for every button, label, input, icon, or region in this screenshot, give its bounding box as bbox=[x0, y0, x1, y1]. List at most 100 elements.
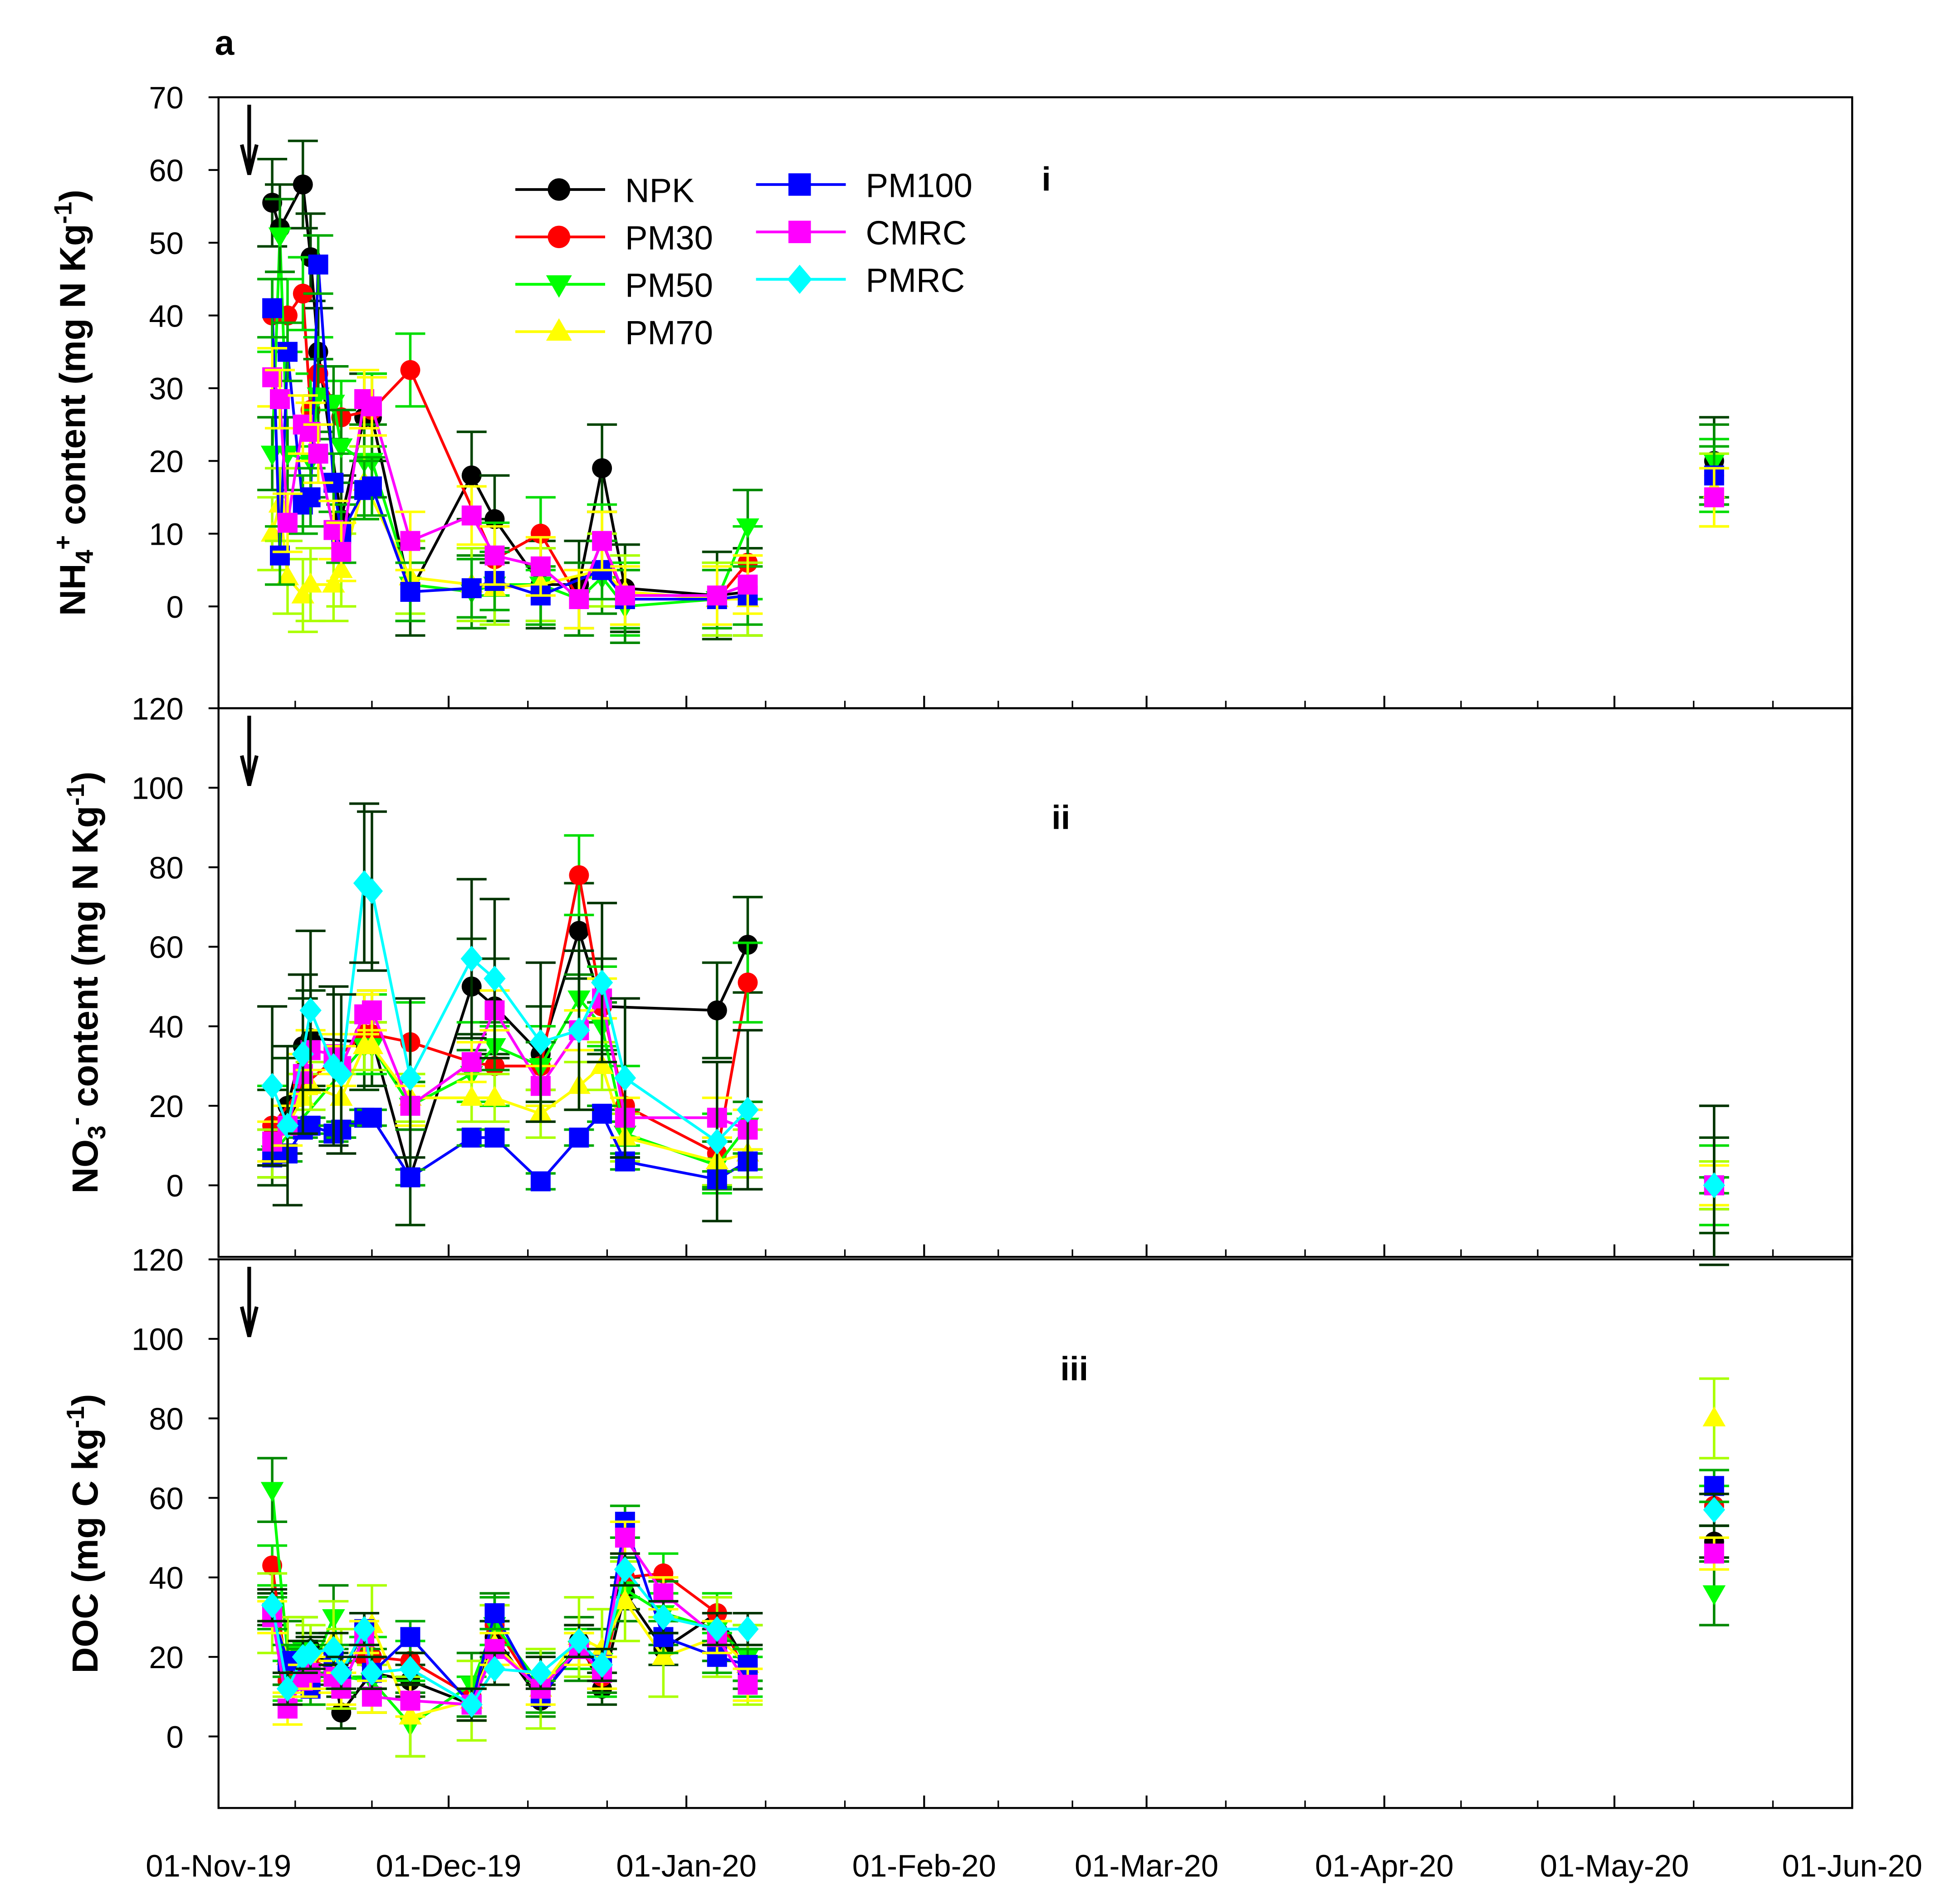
y-tick-label: 80 bbox=[149, 850, 183, 885]
data-point-pm70 bbox=[276, 565, 299, 586]
series-pm50 bbox=[257, 198, 1729, 644]
legend-label: PMRC bbox=[866, 261, 965, 299]
y-label-a: NH bbox=[53, 564, 93, 616]
data-point-pm50 bbox=[260, 1482, 284, 1502]
data-point-pm70 bbox=[1702, 1406, 1726, 1426]
data-point-pmrc bbox=[460, 1691, 483, 1718]
data-point-pm100 bbox=[484, 1128, 505, 1148]
series-npk bbox=[257, 139, 1729, 640]
data-point-pm30 bbox=[530, 523, 551, 544]
data-point-pm70 bbox=[483, 1086, 506, 1106]
data-point-cmrc bbox=[362, 396, 382, 416]
data-point-pm100 bbox=[400, 1167, 420, 1187]
data-point-pm70 bbox=[460, 1086, 484, 1106]
data-point-pm70 bbox=[322, 572, 345, 593]
legend-label: PM70 bbox=[625, 314, 713, 352]
series-cmrc bbox=[257, 977, 1729, 1206]
data-point-cmrc bbox=[615, 585, 635, 605]
y-tick-label: 0 bbox=[166, 590, 184, 625]
y-tick-label: 120 bbox=[132, 691, 184, 726]
data-point-pm30 bbox=[569, 865, 589, 885]
data-point-cmrc bbox=[592, 531, 612, 551]
y-axis-label-iii: DOC (mg C kg-1) bbox=[61, 1394, 105, 1674]
series-group bbox=[257, 1377, 1729, 1758]
y-tick-label: 40 bbox=[149, 298, 183, 333]
series-cmrc bbox=[257, 347, 1729, 630]
data-point-pmrc bbox=[261, 1073, 284, 1099]
data-point-pm50 bbox=[1702, 1585, 1726, 1606]
data-point-pm70 bbox=[613, 1589, 637, 1610]
arrow-head-icon bbox=[240, 144, 259, 175]
data-point-pmrc bbox=[299, 997, 322, 1024]
series-pm50 bbox=[257, 973, 1729, 1211]
x-tick-label: 01-May-20 bbox=[1540, 1849, 1689, 1884]
legend-marker-icon bbox=[788, 173, 811, 196]
y-label-sup: + bbox=[49, 535, 77, 550]
y-tick-label: 20 bbox=[149, 1640, 183, 1675]
y-label-b: content (mg N Kg bbox=[53, 224, 93, 535]
data-point-npk bbox=[592, 458, 612, 478]
legend-marker-icon bbox=[546, 275, 572, 298]
y-axis-label-ii: NO3- content (mg N Kg-1) bbox=[61, 771, 111, 1193]
y-label-sub: 4 bbox=[70, 550, 98, 564]
data-point-cmrc bbox=[615, 1528, 635, 1548]
data-point-cmrc bbox=[653, 1583, 674, 1603]
data-point-pm100 bbox=[530, 1171, 551, 1191]
panel-label-i: i bbox=[1041, 161, 1051, 198]
arrow-head-icon bbox=[240, 1306, 259, 1338]
data-point-pm50 bbox=[329, 438, 353, 459]
legend-label: PM100 bbox=[866, 166, 973, 204]
legend: NPK PM30 PM50 PM70 PM100 CMRC PMRC bbox=[515, 166, 973, 352]
data-point-npk bbox=[569, 921, 589, 941]
panel-label-ii: ii bbox=[1051, 799, 1070, 836]
figure-label: a bbox=[215, 24, 235, 63]
data-point-pm100 bbox=[277, 342, 298, 362]
arrow-head-icon bbox=[240, 755, 259, 786]
y-tick-label: 40 bbox=[149, 1010, 183, 1045]
y-label-a: DOC (mg C kg bbox=[65, 1428, 105, 1673]
y-axis-label-i: NH4+ content (mg N Kg-1) bbox=[49, 190, 98, 616]
data-point-pm30 bbox=[262, 1555, 283, 1576]
data-point-cmrc bbox=[270, 389, 290, 409]
y-tick-label: 60 bbox=[149, 153, 183, 188]
data-point-cmrc bbox=[484, 545, 505, 566]
y-tick-label: 80 bbox=[149, 1401, 183, 1436]
data-point-cmrc bbox=[1704, 487, 1724, 508]
data-point-npk bbox=[293, 174, 313, 195]
data-point-cmrc bbox=[362, 1686, 382, 1707]
y-label-c: ) bbox=[65, 1394, 105, 1406]
data-point-cmrc bbox=[400, 1690, 420, 1711]
legend-label: PM50 bbox=[625, 266, 713, 304]
x-tick-label: 01-Mar-20 bbox=[1075, 1849, 1218, 1884]
data-point-pm100 bbox=[484, 1603, 505, 1623]
series-pmrc bbox=[257, 802, 1729, 1266]
y-tick-label: 20 bbox=[149, 444, 183, 479]
panel-label-iii: iii bbox=[1060, 1350, 1088, 1387]
legend-item-pm70: PM70 bbox=[515, 314, 713, 352]
y-tick-label: 0 bbox=[166, 1168, 184, 1203]
data-point-npk bbox=[707, 1000, 727, 1020]
data-point-pm100 bbox=[308, 254, 328, 275]
y-tick-label: 70 bbox=[149, 80, 183, 115]
legend-item-pmrc: PMRC bbox=[756, 261, 965, 299]
data-point-cmrc bbox=[331, 542, 352, 562]
panel-iii: 0 20 40 60 80 100 120 DOC (mg C kg-1) iii bbox=[61, 1242, 1853, 1809]
legend-marker-icon bbox=[788, 220, 811, 244]
data-point-pm100 bbox=[300, 487, 321, 508]
data-point-pm100 bbox=[262, 298, 283, 318]
y-tick-label: 40 bbox=[149, 1561, 183, 1596]
legend-item-pm30: PM30 bbox=[515, 219, 713, 257]
y-label-c: ) bbox=[65, 771, 105, 784]
y-label-sup2: -1 bbox=[61, 1406, 89, 1428]
y-tick-label: 60 bbox=[149, 930, 183, 965]
data-point-pm50 bbox=[307, 387, 330, 408]
data-point-pm70 bbox=[360, 1034, 384, 1055]
data-point-pm100 bbox=[1704, 1476, 1724, 1496]
data-point-pmrc bbox=[529, 1660, 552, 1686]
data-point-pmrc bbox=[484, 1655, 506, 1682]
legend-marker-icon bbox=[546, 318, 572, 341]
data-point-cmrc bbox=[308, 444, 328, 464]
data-point-npk bbox=[461, 465, 482, 486]
data-point-cmrc bbox=[738, 574, 758, 595]
